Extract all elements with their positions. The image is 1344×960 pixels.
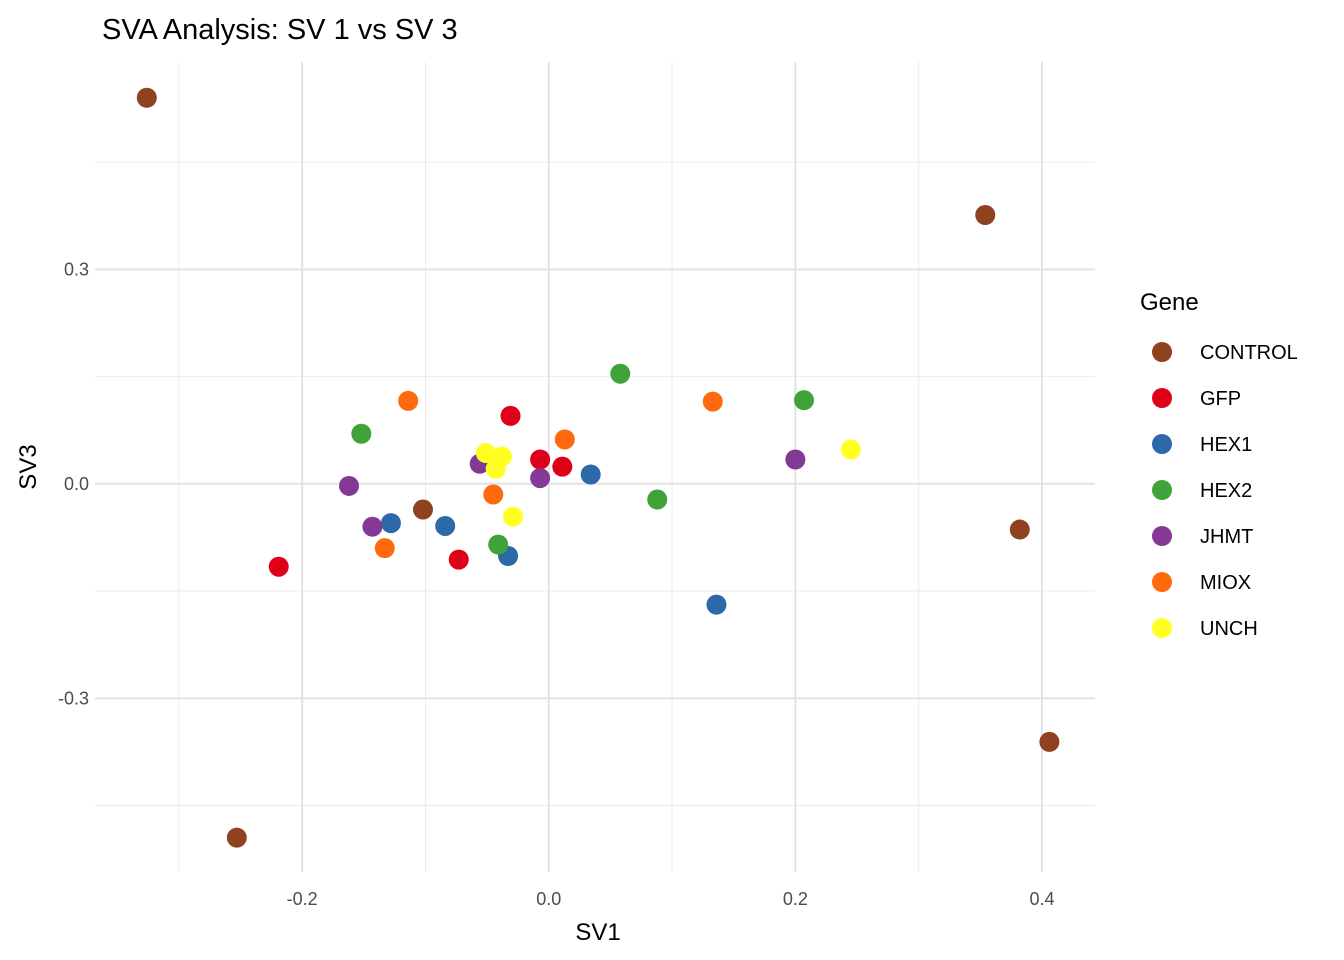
- point-miox: [374, 538, 395, 559]
- legend-label: JHMT: [1200, 526, 1253, 548]
- legend-label: UNCH: [1200, 618, 1258, 640]
- point-gfp: [500, 405, 521, 426]
- point-miox: [554, 429, 575, 450]
- point-hex1: [706, 594, 727, 615]
- point-jhmt: [785, 449, 806, 470]
- legend-label: GFP: [1200, 388, 1241, 410]
- x-tick-label: 0.2: [783, 889, 808, 909]
- point-gfp: [448, 549, 469, 570]
- point-control: [136, 87, 157, 108]
- legend: CONTROL GFP HEX1 HEX2 JHMT MIOX UNCH: [1152, 342, 1298, 640]
- legend-key-hex2: [1152, 480, 1172, 500]
- point-hex1: [380, 513, 401, 534]
- chart-title: SVA Analysis: SV 1 vs SV 3: [102, 14, 458, 46]
- point-hex2: [488, 534, 509, 555]
- point-miox: [702, 391, 723, 412]
- legend-key-jhmt: [1152, 526, 1172, 546]
- point-gfp: [268, 556, 289, 577]
- point-control: [412, 499, 433, 520]
- point-hex2: [647, 489, 668, 510]
- y-tick-label: 0.0: [64, 474, 89, 494]
- point-jhmt: [339, 475, 360, 496]
- x-axis-title: SV1: [575, 919, 620, 946]
- point-miox: [398, 390, 419, 411]
- legend-key-hex1: [1152, 434, 1172, 454]
- legend-key-unch: [1152, 618, 1172, 638]
- point-control: [226, 827, 247, 848]
- point-control: [1039, 731, 1060, 752]
- x-tick-label: 0.0: [536, 889, 561, 909]
- point-miox: [483, 484, 504, 505]
- point-gfp: [552, 456, 573, 477]
- point-hex2: [351, 423, 372, 444]
- point-hex1: [580, 464, 601, 485]
- legend-key-gfp: [1152, 388, 1172, 408]
- x-tick-label: 0.4: [1029, 889, 1054, 909]
- point-hex1: [435, 515, 456, 536]
- legend-key-miox: [1152, 572, 1172, 592]
- legend-title: Gene: [1140, 289, 1199, 316]
- point-jhmt: [530, 468, 551, 489]
- points: [136, 87, 1060, 848]
- point-control: [1009, 519, 1030, 540]
- point-unch: [840, 439, 861, 460]
- x-tick-label: -0.2: [287, 889, 318, 909]
- point-hex2: [794, 390, 815, 411]
- grid: [95, 62, 1095, 872]
- axis-ticks: -0.2 0.0 0.2 0.4 -0.3 0.0 0.3: [58, 259, 1055, 909]
- point-control: [975, 204, 996, 225]
- legend-label: HEX2: [1200, 480, 1252, 502]
- y-axis-title: SV3: [15, 444, 42, 489]
- legend-label: HEX1: [1200, 434, 1252, 456]
- legend-label: CONTROL: [1200, 342, 1298, 364]
- point-gfp: [530, 449, 551, 470]
- y-tick-label: 0.3: [64, 259, 89, 279]
- point-jhmt: [362, 516, 383, 537]
- point-unch: [485, 458, 506, 479]
- y-tick-label: -0.3: [58, 688, 89, 708]
- point-unch: [475, 443, 496, 464]
- point-unch: [503, 506, 524, 527]
- legend-key-control: [1152, 342, 1172, 362]
- point-hex2: [610, 363, 631, 384]
- legend-label: MIOX: [1200, 572, 1251, 594]
